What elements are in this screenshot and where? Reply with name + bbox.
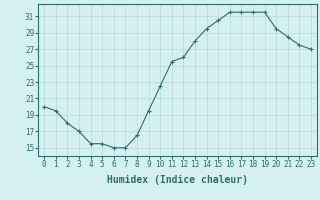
X-axis label: Humidex (Indice chaleur): Humidex (Indice chaleur) (107, 175, 248, 185)
